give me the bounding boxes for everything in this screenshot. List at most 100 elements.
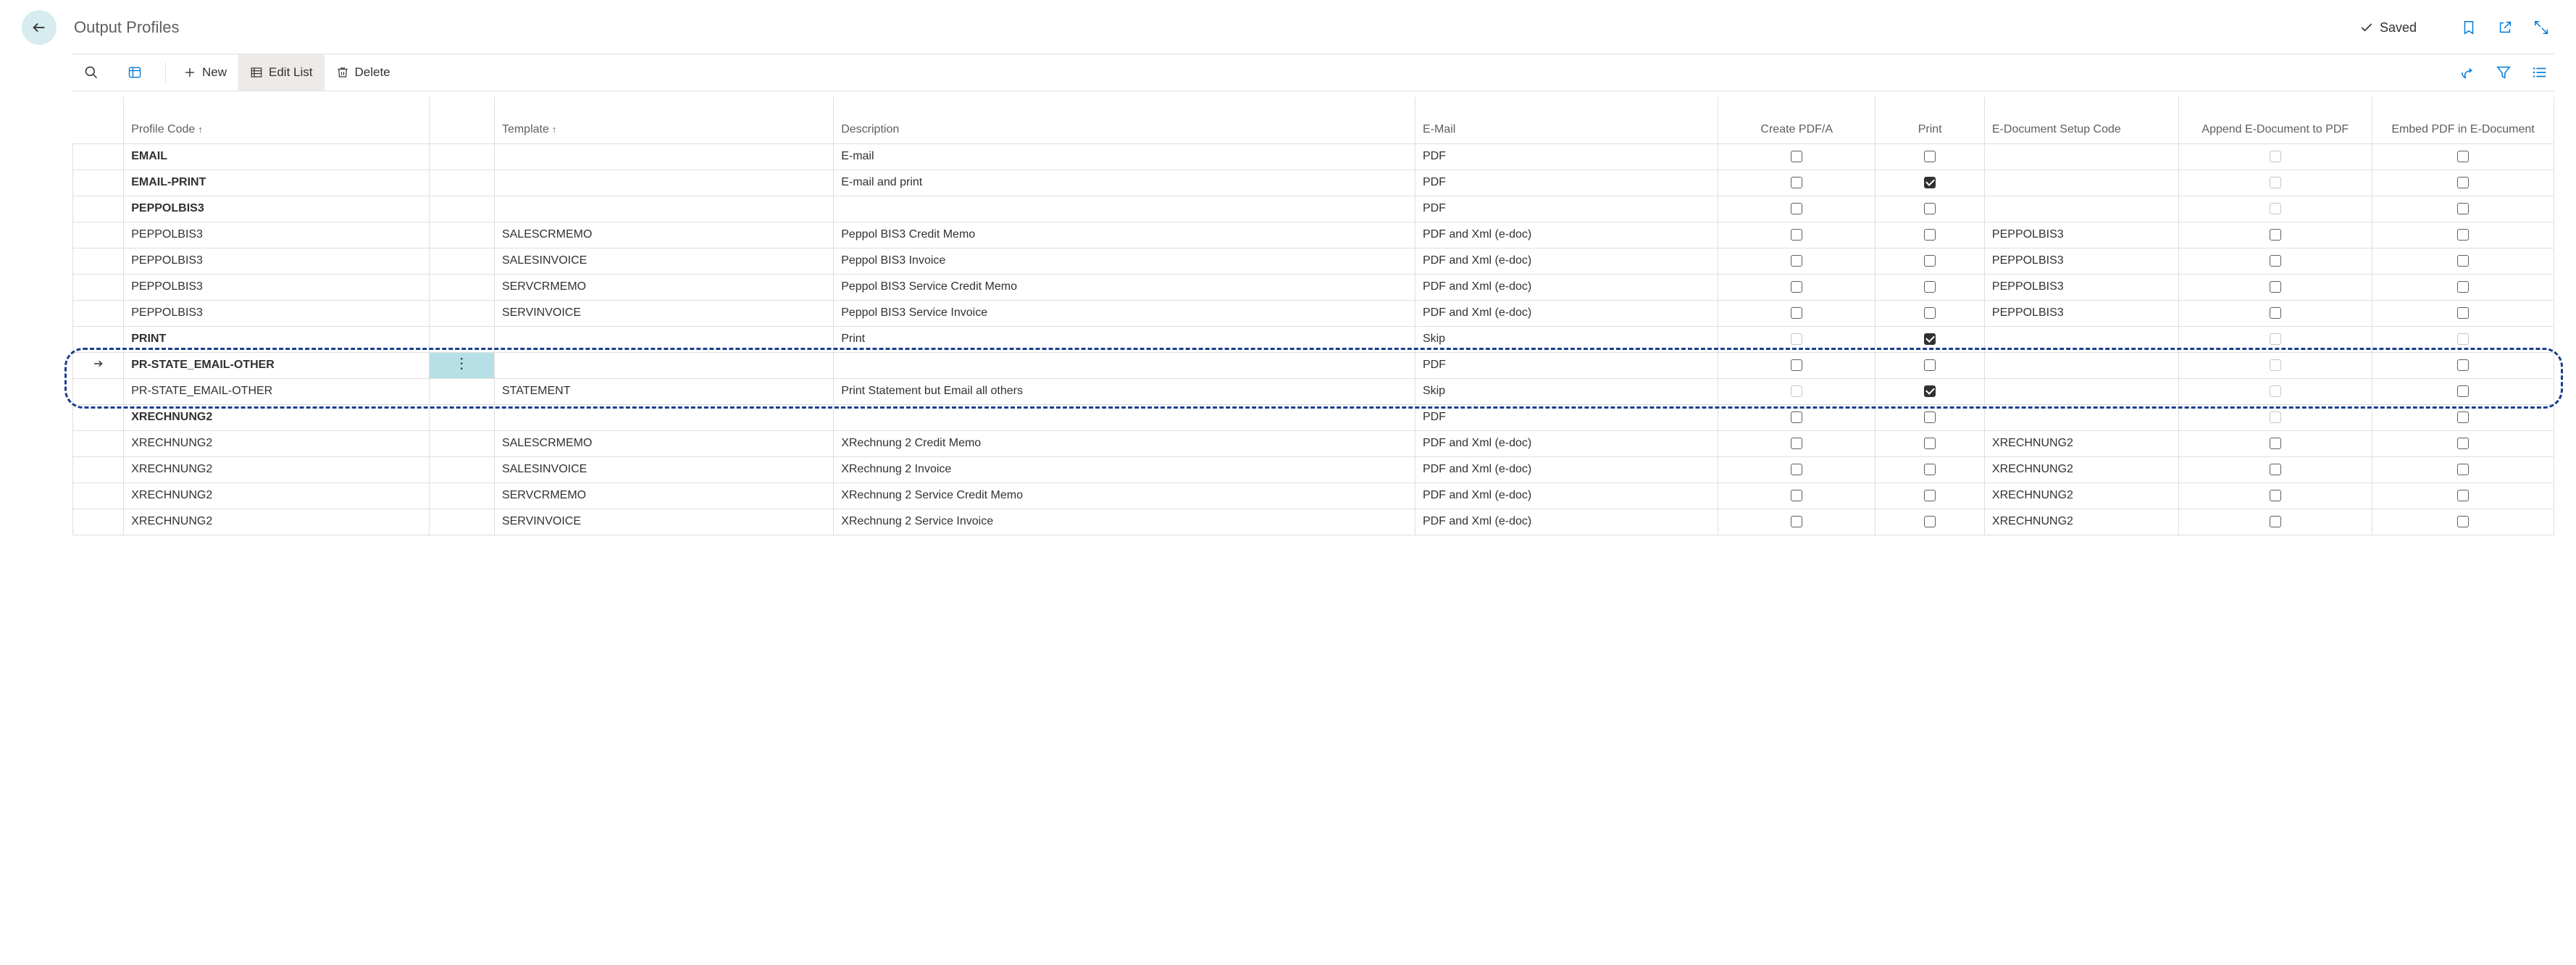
create-pdfa-checkbox[interactable]	[1791, 229, 1802, 241]
cell-description[interactable]: XRechnung 2 Invoice	[834, 456, 1415, 482]
cell-edoc-setup[interactable]	[1984, 404, 2178, 430]
analysis-button[interactable]	[116, 54, 159, 91]
create-pdfa-checkbox[interactable]	[1791, 307, 1802, 319]
cell-edoc-setup[interactable]: XRECHNUNG2	[1984, 482, 2178, 509]
row-selector-cell[interactable]	[73, 222, 124, 248]
cell-create-pdfa[interactable]	[1718, 326, 1875, 352]
row-menu-cell[interactable]	[429, 300, 494, 326]
popout-button[interactable]	[2492, 14, 2518, 41]
cell-email[interactable]: PDF and Xml (e-doc)	[1415, 300, 1718, 326]
cell-create-pdfa[interactable]	[1718, 170, 1875, 196]
table-row[interactable]: PR-STATE_EMAIL-OTHER⋮PDF	[73, 352, 2554, 378]
cell-create-pdfa[interactable]	[1718, 482, 1875, 509]
cell-template[interactable]: SERVCRMEMO	[494, 274, 833, 300]
cell-template[interactable]: SALESINVOICE	[494, 248, 833, 274]
cell-email[interactable]: PDF	[1415, 352, 1718, 378]
cell-edoc-setup[interactable]: XRECHNUNG2	[1984, 509, 2178, 535]
cell-append-edoc[interactable]	[2178, 170, 2372, 196]
cell-append-edoc[interactable]	[2178, 248, 2372, 274]
cell-email[interactable]: PDF	[1415, 196, 1718, 222]
row-selector-cell[interactable]	[73, 248, 124, 274]
cell-edoc-setup[interactable]: PEPPOLBIS3	[1984, 248, 2178, 274]
cell-edoc-setup[interactable]: PEPPOLBIS3	[1984, 300, 2178, 326]
row-menu-cell[interactable]	[429, 196, 494, 222]
table-row[interactable]: XRECHNUNG2SALESCRMEMOXRechnung 2 Credit …	[73, 430, 2554, 456]
table-row[interactable]: EMAILE-mailPDF	[73, 143, 2554, 170]
cell-embed-pdf[interactable]	[2372, 300, 2554, 326]
row-selector-cell[interactable]	[73, 300, 124, 326]
cell-create-pdfa[interactable]	[1718, 509, 1875, 535]
embed-pdf-checkbox[interactable]	[2457, 516, 2469, 527]
cell-embed-pdf[interactable]	[2372, 509, 2554, 535]
row-menu-cell[interactable]	[429, 326, 494, 352]
cell-append-edoc[interactable]	[2178, 222, 2372, 248]
cell-email[interactable]: Skip	[1415, 326, 1718, 352]
cell-template[interactable]: STATEMENT	[494, 378, 833, 404]
append-edoc-checkbox[interactable]	[2270, 464, 2281, 475]
col-email[interactable]: E-Mail	[1415, 97, 1718, 143]
cell-embed-pdf[interactable]	[2372, 196, 2554, 222]
cell-profile-code[interactable]: PR-STATE_EMAIL-OTHER	[124, 378, 429, 404]
cell-template[interactable]	[494, 196, 833, 222]
cell-description[interactable]: Peppol BIS3 Service Credit Memo	[834, 274, 1415, 300]
cell-append-edoc[interactable]	[2178, 326, 2372, 352]
row-menu-cell[interactable]: ⋮	[429, 352, 494, 378]
cell-append-edoc[interactable]	[2178, 196, 2372, 222]
cell-create-pdfa[interactable]	[1718, 196, 1875, 222]
cell-append-edoc[interactable]	[2178, 143, 2372, 170]
bookmark-button[interactable]	[2456, 14, 2482, 41]
row-selector-cell[interactable]	[73, 482, 124, 509]
print-checkbox[interactable]	[1924, 229, 1936, 241]
cell-email[interactable]: PDF	[1415, 170, 1718, 196]
cell-embed-pdf[interactable]	[2372, 456, 2554, 482]
cell-append-edoc[interactable]	[2178, 430, 2372, 456]
row-menu-cell[interactable]	[429, 274, 494, 300]
table-row[interactable]: XRECHNUNG2SALESINVOICEXRechnung 2 Invoic…	[73, 456, 2554, 482]
print-checkbox[interactable]	[1924, 490, 1936, 501]
table-row[interactable]: EMAIL-PRINTE-mail and printPDF	[73, 170, 2554, 196]
cell-print[interactable]	[1875, 300, 1985, 326]
cell-profile-code[interactable]: PEPPOLBIS3	[124, 222, 429, 248]
table-row[interactable]: PRINTPrintSkip	[73, 326, 2554, 352]
cell-embed-pdf[interactable]	[2372, 143, 2554, 170]
print-checkbox[interactable]	[1924, 333, 1936, 345]
cell-edoc-setup[interactable]	[1984, 196, 2178, 222]
cell-embed-pdf[interactable]	[2372, 378, 2554, 404]
row-selector-cell[interactable]	[73, 456, 124, 482]
cell-email[interactable]: PDF	[1415, 143, 1718, 170]
embed-pdf-checkbox[interactable]	[2457, 229, 2469, 241]
embed-pdf-checkbox[interactable]	[2457, 438, 2469, 449]
cell-profile-code[interactable]: PEPPOLBIS3	[124, 248, 429, 274]
cell-embed-pdf[interactable]	[2372, 170, 2554, 196]
row-menu-cell[interactable]	[429, 248, 494, 274]
print-checkbox[interactable]	[1924, 438, 1936, 449]
cell-create-pdfa[interactable]	[1718, 143, 1875, 170]
cell-template[interactable]	[494, 143, 833, 170]
print-checkbox[interactable]	[1924, 281, 1936, 293]
print-checkbox[interactable]	[1924, 412, 1936, 423]
cell-description[interactable]	[834, 404, 1415, 430]
cell-create-pdfa[interactable]	[1718, 222, 1875, 248]
cell-embed-pdf[interactable]	[2372, 326, 2554, 352]
table-row[interactable]: PR-STATE_EMAIL-OTHERSTATEMENTPrint State…	[73, 378, 2554, 404]
cell-print[interactable]	[1875, 274, 1985, 300]
cell-create-pdfa[interactable]	[1718, 456, 1875, 482]
append-edoc-checkbox[interactable]	[2270, 255, 2281, 267]
table-row[interactable]: XRECHNUNG2SERVINVOICEXRechnung 2 Service…	[73, 509, 2554, 535]
cell-append-edoc[interactable]	[2178, 300, 2372, 326]
cell-embed-pdf[interactable]	[2372, 430, 2554, 456]
cell-profile-code[interactable]: EMAIL-PRINT	[124, 170, 429, 196]
append-edoc-checkbox[interactable]	[2270, 281, 2281, 293]
col-embed-pdf[interactable]: Embed PDF in E-Document	[2372, 97, 2554, 143]
table-row[interactable]: PEPPOLBIS3SALESINVOICEPeppol BIS3 Invoic…	[73, 248, 2554, 274]
embed-pdf-checkbox[interactable]	[2457, 203, 2469, 214]
cell-description[interactable]: Print	[834, 326, 1415, 352]
embed-pdf-checkbox[interactable]	[2457, 151, 2469, 162]
cell-email[interactable]: PDF and Xml (e-doc)	[1415, 274, 1718, 300]
cell-edoc-setup[interactable]: XRECHNUNG2	[1984, 430, 2178, 456]
cell-print[interactable]	[1875, 196, 1985, 222]
cell-edoc-setup[interactable]: XRECHNUNG2	[1984, 456, 2178, 482]
print-checkbox[interactable]	[1924, 177, 1936, 188]
list-settings-button[interactable]	[2525, 58, 2554, 87]
create-pdfa-checkbox[interactable]	[1791, 203, 1802, 214]
